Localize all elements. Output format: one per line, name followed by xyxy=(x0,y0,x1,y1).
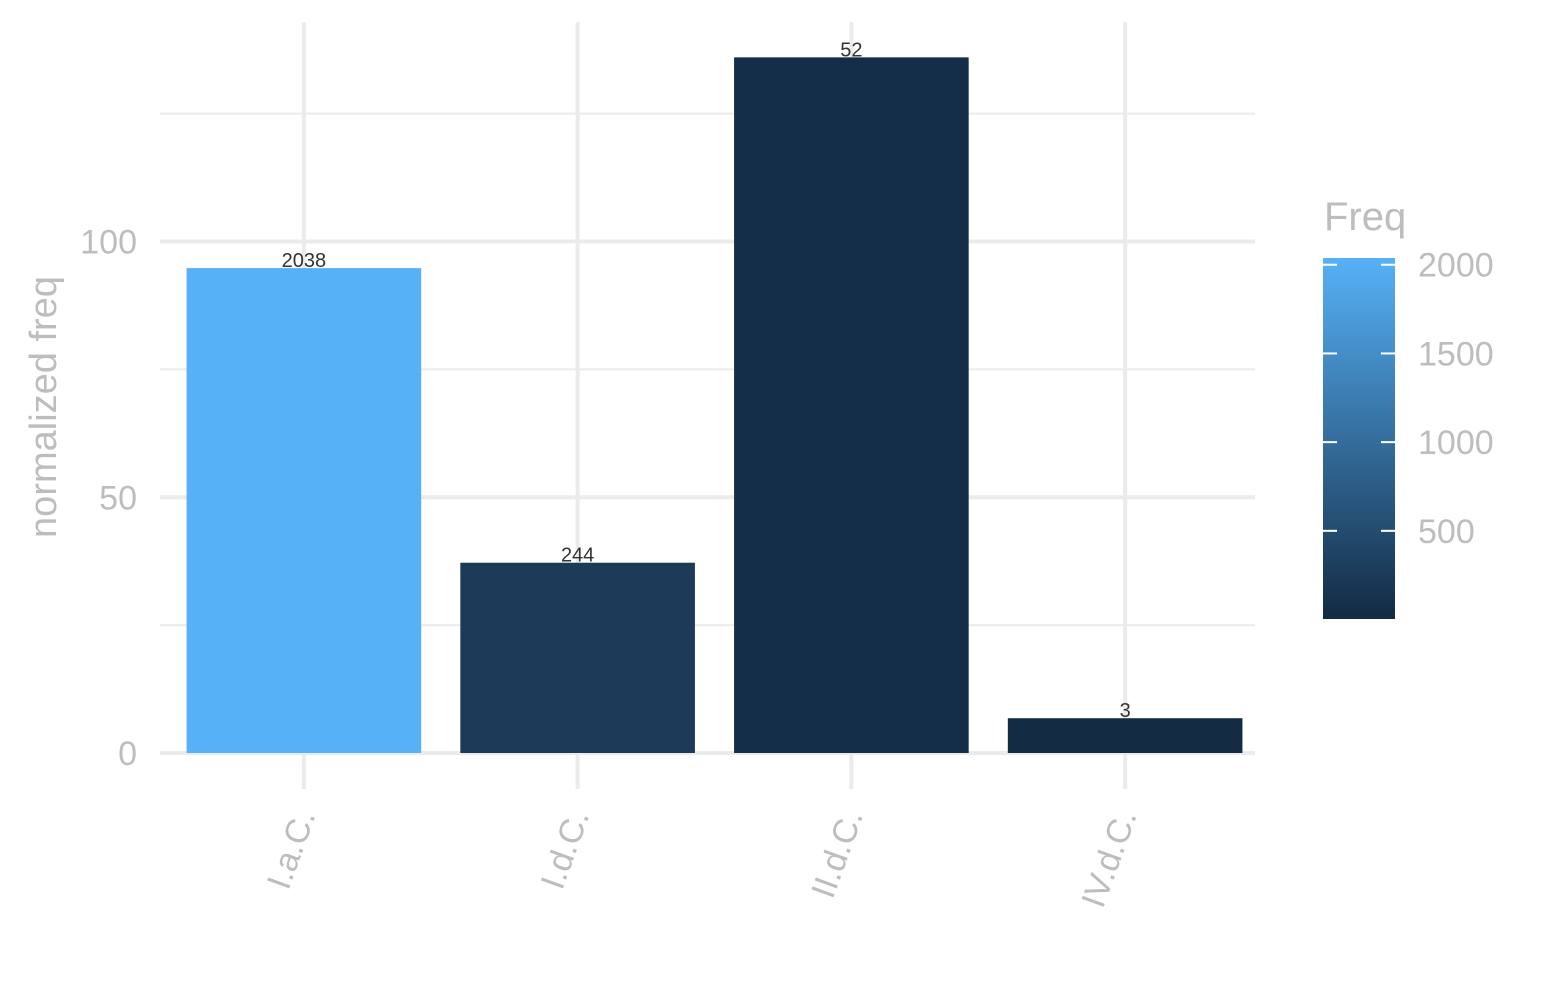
legend: Freq 500 1000 1500 2000 xyxy=(1323,195,1494,619)
bar xyxy=(186,268,422,753)
bar-label: 244 xyxy=(561,545,594,567)
legend-tick-label: 500 xyxy=(1418,513,1475,551)
legend-tick-label: 1500 xyxy=(1418,335,1494,373)
bar-labels: 2038 244 52 3 xyxy=(282,39,1131,722)
bar xyxy=(734,57,969,754)
x-tick-label: IV.d.C. xyxy=(1074,805,1144,913)
y-tick-label: 100 xyxy=(80,224,137,262)
bars xyxy=(186,57,1243,754)
bar xyxy=(460,562,695,753)
bar-label: 2038 xyxy=(282,250,327,272)
legend-ticks: 500 1000 1500 2000 xyxy=(1323,247,1494,551)
bar-label: 3 xyxy=(1120,700,1131,722)
x-tick-label: II.d.C. xyxy=(804,805,871,903)
legend-tick-label: 2000 xyxy=(1418,247,1494,285)
y-axis-title: normalized freq xyxy=(23,276,65,538)
bar-label: 52 xyxy=(840,39,862,61)
legend-colorbar xyxy=(1323,258,1395,619)
x-tick-label: I.a.C. xyxy=(260,805,323,894)
legend-tick-label: 1000 xyxy=(1418,424,1494,462)
x-axis-ticks: I.a.C. I.d.C. II.d.C. IV.d.C. xyxy=(260,805,1145,913)
y-tick-label: 0 xyxy=(118,735,137,773)
legend-title: Freq xyxy=(1324,195,1406,239)
y-tick-label: 50 xyxy=(99,479,137,517)
x-tick-label: I.d.C. xyxy=(534,805,597,894)
bar xyxy=(1007,718,1243,753)
y-axis-ticks: 0 50 100 xyxy=(80,224,137,774)
